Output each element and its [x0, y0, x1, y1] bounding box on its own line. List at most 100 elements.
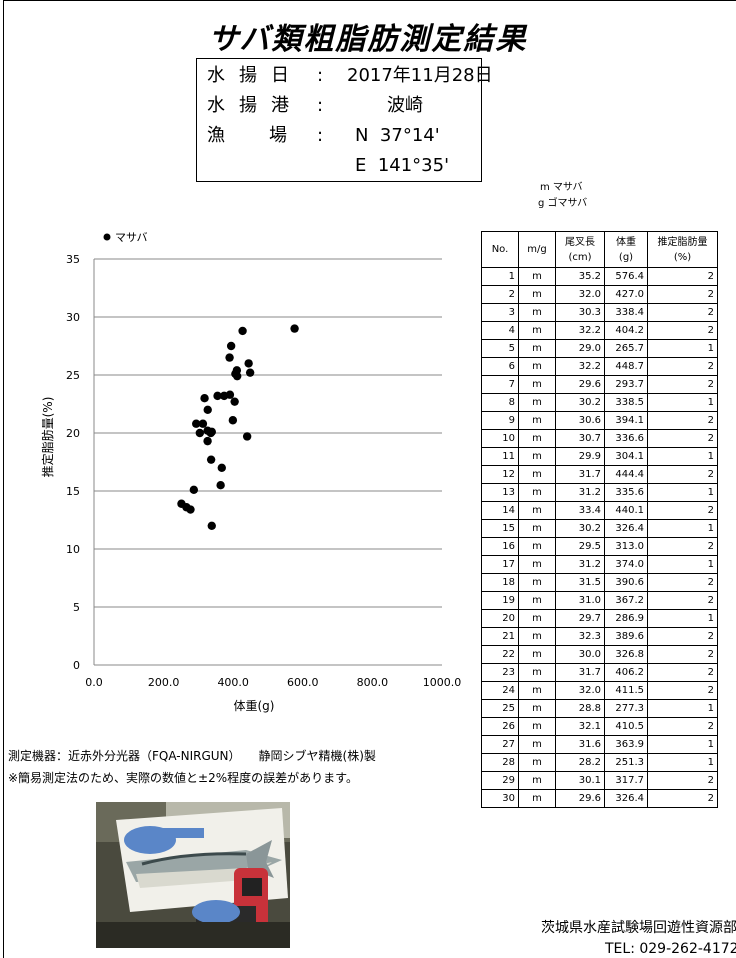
cell-weight: 277.3 — [604, 699, 648, 718]
y-tick-label: 30 — [66, 311, 80, 324]
cell-fat: 1 — [647, 699, 718, 718]
cell-no: 24 — [481, 681, 519, 700]
cell-fat: 2 — [647, 645, 718, 664]
cell-mg: m — [518, 537, 556, 556]
data-table: No. m/g 尾叉長 (cm) 体重 (g) 推定脂肪量 (%) 1 m 35.2… — [481, 231, 718, 808]
landing-info-box: 水揚日 : 2017年11月28日 水揚港 : 波崎 漁場 : N 37°14'… — [196, 58, 493, 182]
mg-legend-g: g ゴマサバ — [538, 198, 588, 209]
cell-fork-length: 29.6 — [555, 375, 605, 394]
cell-weight: 286.9 — [604, 609, 648, 628]
cell-fat: 2 — [647, 321, 718, 340]
cell-fork-length: 30.2 — [555, 519, 605, 538]
table-row: 17 m 31.2 374.0 1 — [481, 555, 718, 574]
legend-marker — [103, 233, 111, 241]
cell-no: 9 — [481, 411, 519, 430]
cell-fat: 2 — [647, 591, 718, 610]
info-value: N 37°14' — [355, 125, 440, 146]
header-no: No. — [481, 231, 519, 268]
y-tick-label: 5 — [73, 601, 80, 614]
table-row: 3 m 30.3 338.4 2 — [481, 303, 718, 322]
table-row: 26 m 32.1 410.5 2 — [481, 717, 718, 736]
header-fork-length: 尾叉長 (cm) — [555, 231, 605, 268]
data-point — [186, 505, 195, 514]
cell-no: 14 — [481, 501, 519, 520]
cell-fork-length: 29.6 — [555, 789, 605, 808]
cell-fat: 2 — [647, 465, 718, 484]
gridlines — [94, 258, 442, 666]
y-tick-label: 35 — [66, 253, 80, 266]
cell-fork-length: 32.1 — [555, 717, 605, 736]
data-point — [226, 341, 236, 351]
cell-no: 26 — [481, 717, 519, 736]
cell-fat: 2 — [647, 537, 718, 556]
table-row: 11 m 29.9 304.1 1 — [481, 447, 718, 466]
cell-no: 8 — [481, 393, 519, 412]
table-row: 9 m 30.6 394.1 2 — [481, 411, 718, 430]
data-point — [216, 481, 225, 490]
cell-fat: 2 — [647, 681, 718, 700]
table-row: 29 m 30.1 317.7 2 — [481, 771, 718, 790]
cell-no: 1 — [481, 267, 519, 286]
cell-weight: 326.8 — [604, 645, 648, 664]
table-row: 6 m 32.2 448.7 2 — [481, 357, 718, 376]
y-tick-label: 20 — [66, 427, 80, 440]
cell-fork-length: 33.4 — [555, 501, 605, 520]
cell-fork-length: 30.7 — [555, 429, 605, 448]
cell-weight: 313.0 — [604, 537, 648, 556]
cell-fat: 1 — [647, 735, 718, 754]
x-tick-labels: 0.0 200.0 400.0 600.0 800.0 1000.0 — [85, 676, 461, 689]
cell-weight: 410.5 — [604, 717, 648, 736]
cell-mg: m — [518, 555, 556, 574]
cell-fork-length: 31.7 — [555, 663, 605, 682]
data-point — [203, 405, 212, 414]
page-title: サバ類粗脂肪測定結果 — [208, 22, 528, 57]
table-header-row: No. m/g 尾叉長 (cm) 体重 (g) 推定脂肪量 (%) — [481, 231, 718, 268]
cell-fat: 2 — [647, 717, 718, 736]
legend-label: マサバ — [115, 231, 148, 244]
table-row: 12 m 31.7 444.4 2 — [481, 465, 718, 484]
cell-weight: 326.4 — [604, 519, 648, 538]
cell-mg: m — [518, 717, 556, 736]
cell-weight: 326.4 — [604, 789, 648, 808]
data-point — [290, 324, 299, 333]
cell-mg: m — [518, 519, 556, 538]
cell-fat: 2 — [647, 573, 718, 592]
cell-no: 25 — [481, 699, 519, 718]
cell-weight: 338.5 — [604, 393, 648, 412]
cell-fork-length: 35.2 — [555, 267, 605, 286]
x-tick-label: 200.0 — [148, 676, 180, 689]
header-fat: 推定脂肪量 (%) — [647, 231, 718, 268]
cell-fork-length: 31.0 — [555, 591, 605, 610]
cell-no: 16 — [481, 537, 519, 556]
device-note: 測定機器：近赤外分光器（FQA-NIRGUN） 静岡シブヤ精機(株)製 — [8, 749, 376, 763]
cell-fork-length: 30.1 — [555, 771, 605, 790]
table-row: 16 m 29.5 313.0 2 — [481, 537, 718, 556]
table-row: 25 m 28.8 277.3 1 — [481, 699, 718, 718]
cell-no: 18 — [481, 573, 519, 592]
cell-fork-length: 30.3 — [555, 303, 605, 322]
cell-no: 28 — [481, 753, 519, 772]
scatter-chart: 0 5 10 15 20 25 30 35 0.0 200.0 400.0 600.0 800.0 10… — [40, 231, 461, 713]
data-point — [245, 368, 255, 377]
cell-weight: 411.5 — [604, 681, 648, 700]
cell-fork-length: 32.2 — [555, 357, 605, 376]
cell-mg: m — [518, 663, 556, 682]
data-point — [203, 436, 212, 446]
footer-org: 茨城県水産試験場回遊性資源部 — [541, 920, 736, 936]
data-point — [232, 366, 242, 375]
cell-fat: 1 — [647, 483, 718, 502]
cell-fork-length: 29.7 — [555, 609, 605, 628]
cell-no: 19 — [481, 591, 519, 610]
cell-mg: m — [518, 393, 556, 412]
table-row: 13 m 31.2 335.6 1 — [481, 483, 718, 502]
cell-fat: 1 — [647, 393, 718, 412]
cell-no: 11 — [481, 447, 519, 466]
cell-weight: 317.7 — [604, 771, 648, 790]
info-value: 2017年11月28日 — [347, 65, 493, 86]
cell-mg: m — [518, 321, 556, 340]
cell-mg: m — [518, 699, 556, 718]
header-weight: 体重 (g) — [604, 231, 648, 268]
cell-fat: 2 — [647, 771, 718, 790]
x-tick-label: 1000.0 — [423, 676, 462, 689]
cell-fat: 1 — [647, 753, 718, 772]
